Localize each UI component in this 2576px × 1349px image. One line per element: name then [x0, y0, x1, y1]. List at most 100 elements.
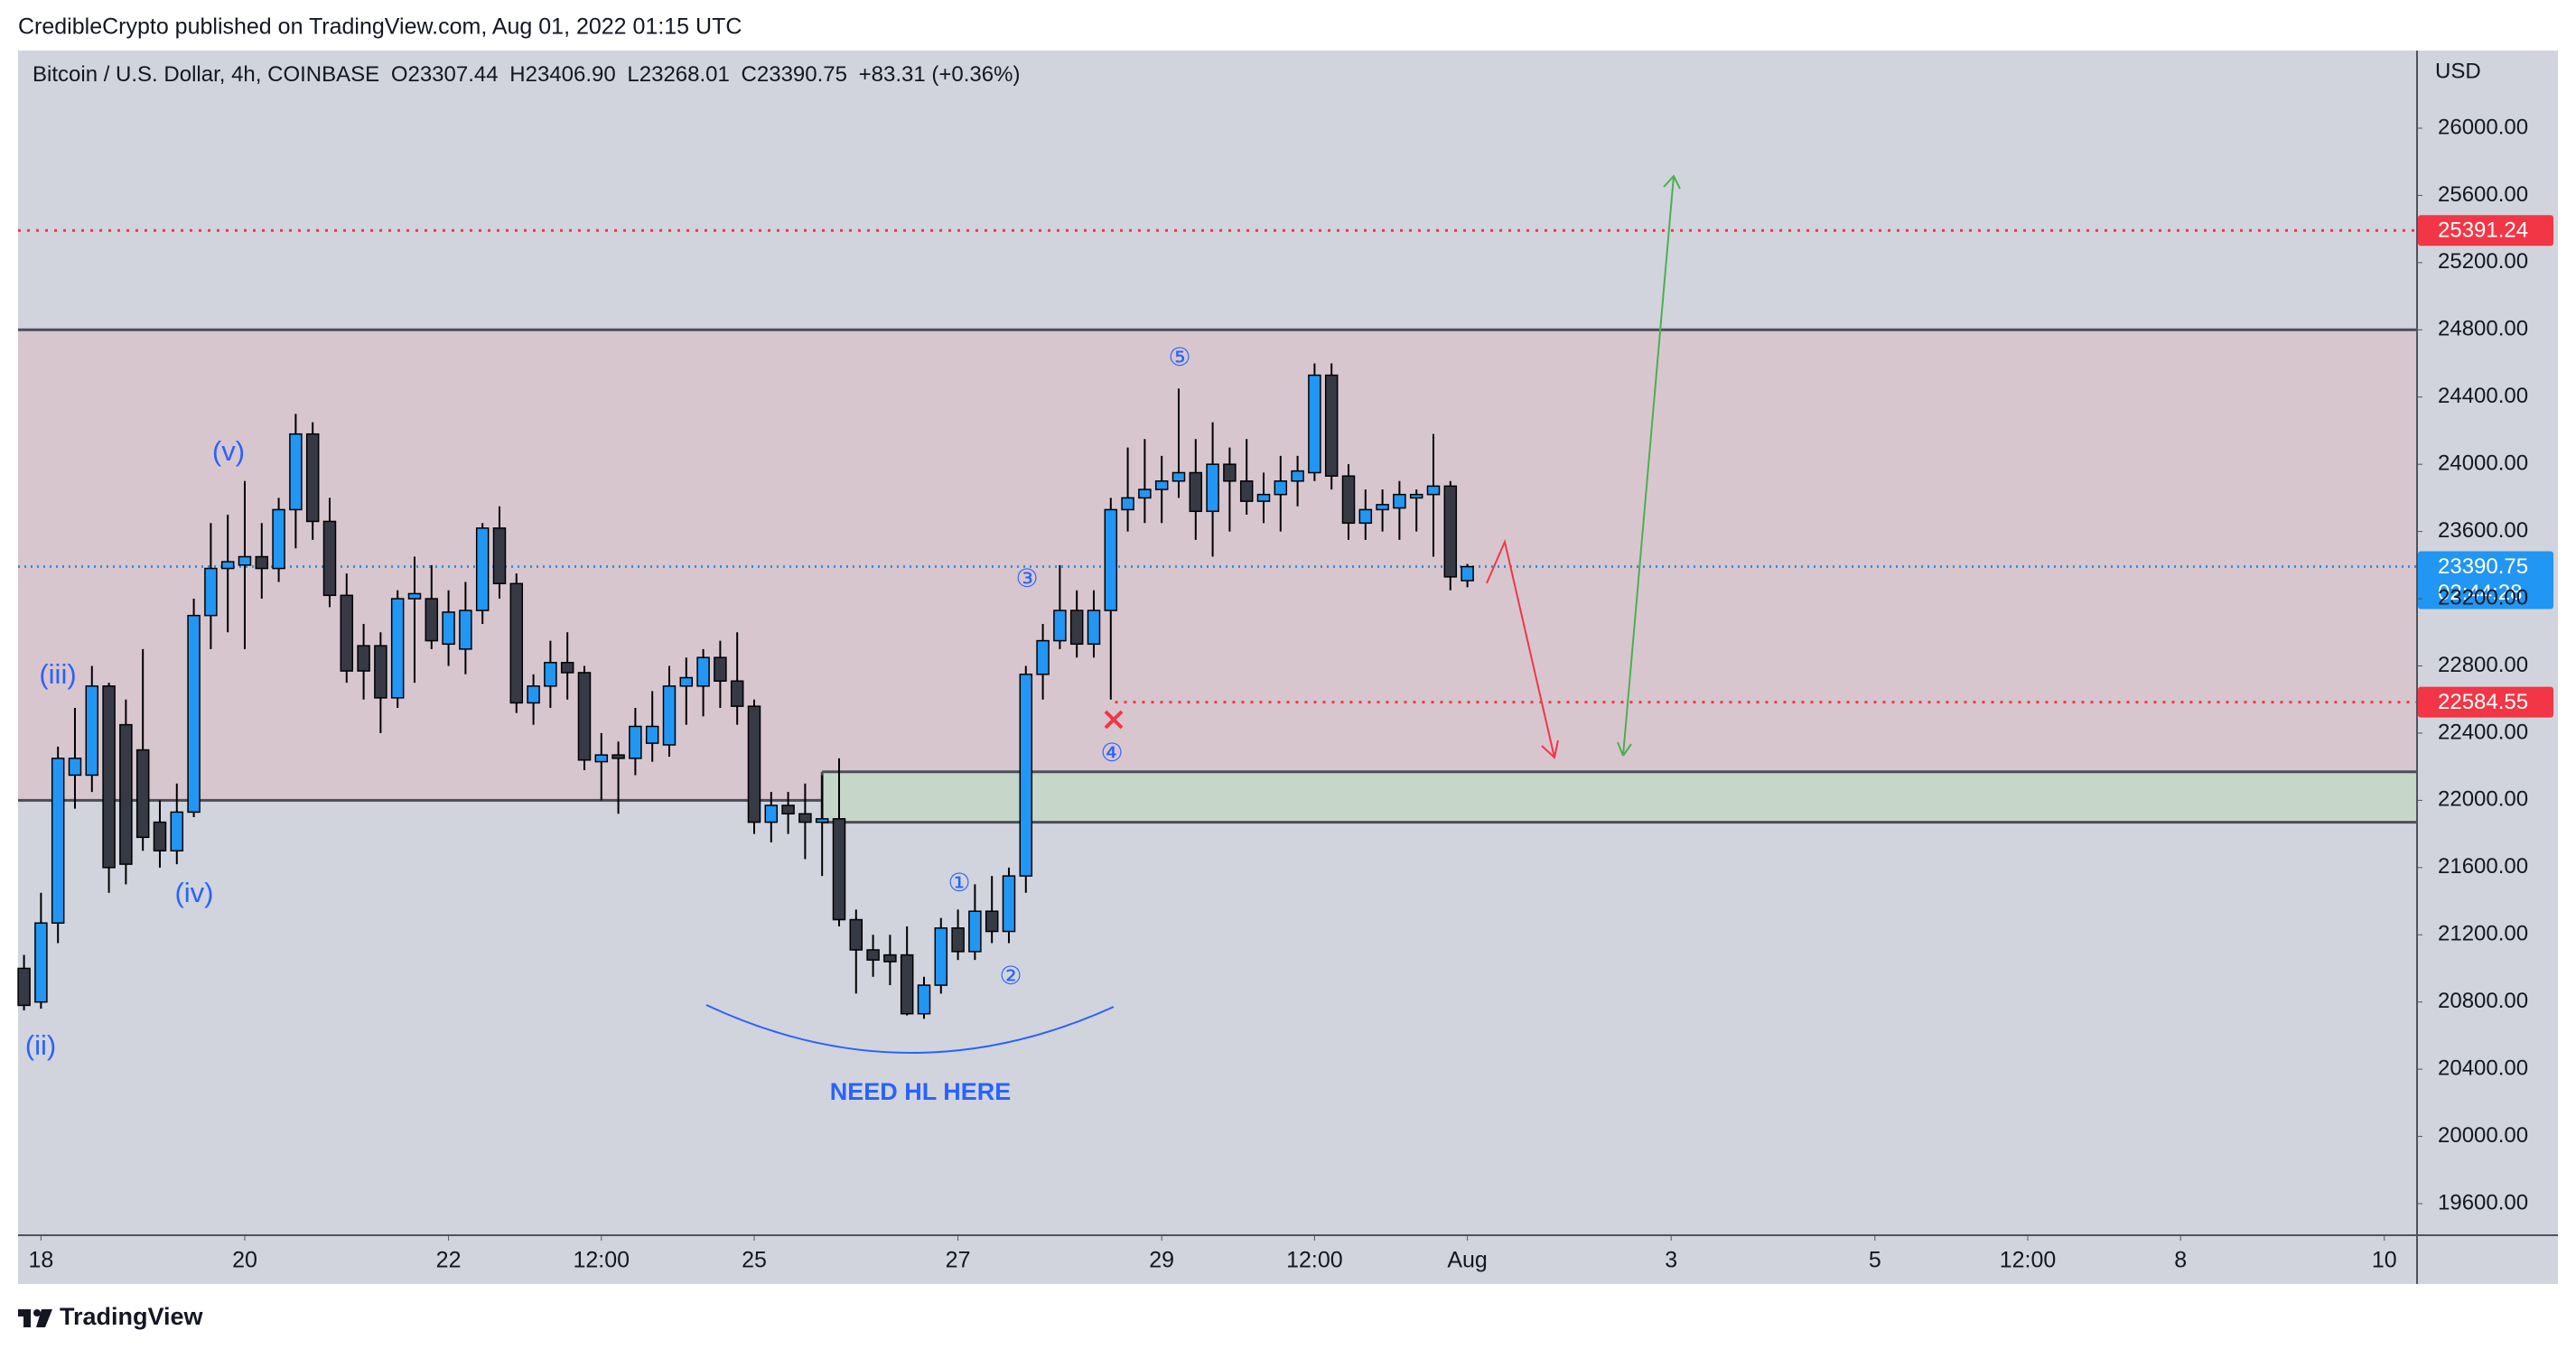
- candle-body: [407, 592, 422, 600]
- candle-body: [459, 609, 472, 650]
- candle-body: [1087, 609, 1101, 646]
- candle-body: [968, 910, 982, 953]
- candle-body: [1443, 485, 1458, 578]
- y-tick-label: 20000.00: [2438, 1123, 2528, 1148]
- x-tick-label: 3: [1665, 1248, 1677, 1273]
- candle-body: [170, 811, 184, 851]
- candle-body: [696, 656, 710, 687]
- candle-body: [1019, 674, 1033, 877]
- candle-body: [679, 676, 694, 687]
- candle-body: [187, 614, 201, 814]
- wave-label: ②: [999, 961, 1022, 991]
- candle-body: [390, 598, 405, 699]
- wave-label: (v): [212, 435, 245, 467]
- price-tag: [2418, 551, 2553, 609]
- price-tag: [2418, 686, 2553, 718]
- price-tag-label: 25391.24: [2438, 219, 2528, 243]
- brand-name: TradingView: [60, 1303, 204, 1330]
- x-tick-label: 5: [1869, 1248, 1881, 1273]
- y-tick-label: 24400.00: [2438, 384, 2528, 408]
- y-tick-label: 21600.00: [2438, 854, 2528, 879]
- candle-body: [1308, 374, 1321, 474]
- candle-body: [1291, 470, 1304, 482]
- x-tick-label: 18: [28, 1248, 53, 1273]
- wave-label: ①: [947, 868, 970, 898]
- price-tag-label: 23390.75: [2438, 554, 2528, 579]
- candle-body: [17, 967, 31, 1007]
- candle-body: [135, 749, 150, 839]
- legend-key: H: [509, 62, 525, 87]
- wave-label: (iii): [39, 658, 76, 690]
- x-tick-label: 25: [742, 1248, 767, 1273]
- candle-body: [917, 984, 931, 1015]
- brand-logo: [18, 1309, 52, 1327]
- candle-body: [747, 705, 761, 823]
- candle-body: [560, 662, 574, 674]
- candle-body: [1274, 480, 1288, 496]
- zone: [822, 771, 2417, 823]
- ohlc-legend: Bitcoin / U.S. Dollar, 4h, COINBASE O233…: [33, 62, 1020, 87]
- candle-body: [883, 954, 897, 963]
- candle-body: [1256, 493, 1271, 502]
- y-tick-label: 20800.00: [2438, 989, 2528, 1013]
- y-tick-label: 24800.00: [2438, 317, 2528, 341]
- candle-body: [425, 598, 439, 642]
- x-tick-label: 10: [2372, 1248, 2397, 1273]
- y-tick-label: 22400.00: [2438, 720, 2528, 744]
- candle-body: [220, 561, 235, 570]
- x-tick-label: 22: [436, 1248, 462, 1273]
- candle-body: [102, 685, 116, 869]
- candle-body: [1138, 488, 1152, 499]
- candle-body: [1239, 480, 1254, 502]
- candle-body: [51, 758, 65, 924]
- candle-body: [629, 725, 642, 759]
- x-tick-label: 29: [1149, 1248, 1174, 1273]
- legend-key: O: [391, 62, 408, 87]
- candle-body: [1154, 480, 1169, 490]
- wave-label: ③: [1015, 563, 1038, 593]
- candle-body: [204, 567, 218, 617]
- y-tick-label: 22800.00: [2438, 653, 2528, 677]
- candle-body: [34, 922, 48, 1003]
- candle-body: [85, 685, 99, 777]
- zones: [18, 328, 2417, 824]
- x-tick-label: 20: [232, 1248, 257, 1273]
- candle-body: [985, 910, 999, 933]
- x-tick-label: 12:00: [2000, 1248, 2057, 1273]
- countdown-label: 02:44:28: [2438, 581, 2522, 605]
- candle-body: [492, 527, 507, 585]
- x-mark: [1104, 710, 1124, 730]
- candle-body: [255, 555, 269, 570]
- y-tick-label: 25600.00: [2438, 182, 2528, 207]
- candle-body: [798, 813, 812, 823]
- legend-change: +83.31 (+0.36%): [859, 62, 1021, 87]
- candle-body: [849, 918, 863, 951]
- candle-body: [544, 662, 557, 687]
- candle-body: [153, 821, 167, 851]
- candle-body: [509, 582, 524, 704]
- candle-body: [611, 754, 625, 759]
- candles: [17, 363, 1474, 1019]
- y-tick-label: 19600.00: [2438, 1190, 2528, 1214]
- candle-body: [442, 611, 455, 646]
- y-tick-label: 23600.00: [2438, 518, 2528, 543]
- up-arrow: [1617, 174, 1681, 757]
- x-tick-label: Aug: [1447, 1248, 1487, 1273]
- publish-header: CredibleCrypto published on TradingView.…: [18, 14, 742, 40]
- candle-body: [1206, 463, 1219, 513]
- y-tick-label: 24000.00: [2438, 451, 2528, 476]
- hl-curve: [705, 1004, 1115, 1054]
- candle-body: [1461, 565, 1474, 581]
- candle-body: [815, 818, 829, 823]
- candle-body: [475, 527, 490, 611]
- y-tick-label: 25200.00: [2438, 249, 2528, 274]
- candle-body: [1376, 504, 1389, 511]
- candle-body: [1171, 471, 1186, 482]
- candle-body: [832, 818, 846, 921]
- candle-body: [594, 754, 609, 763]
- legend-value: 23268.01: [639, 62, 730, 87]
- logo-part: [36, 1309, 52, 1327]
- candle-body: [1358, 508, 1373, 525]
